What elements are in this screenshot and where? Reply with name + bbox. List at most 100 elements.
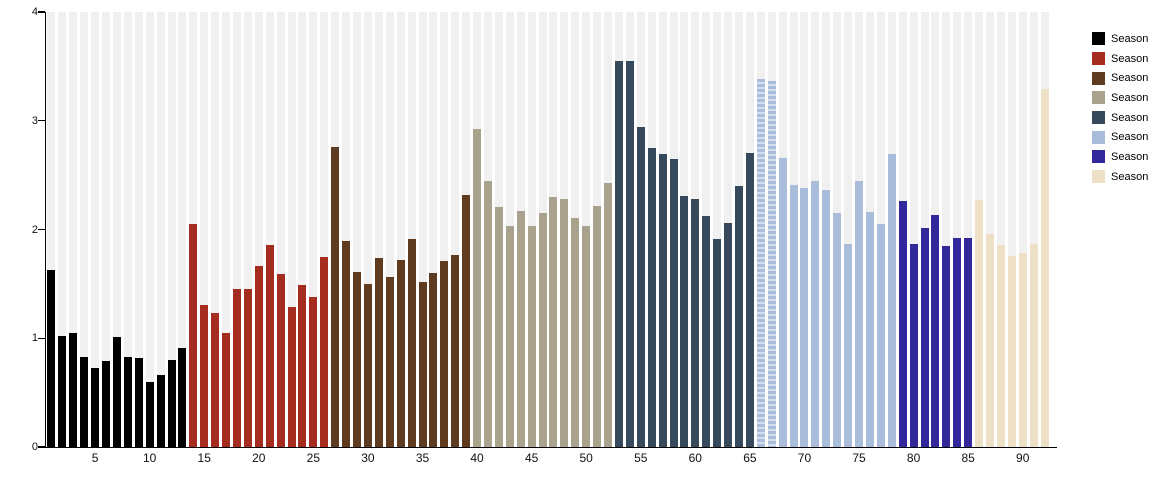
bar-background-stripe <box>80 12 89 447</box>
bar-background-stripe <box>243 12 252 447</box>
legend-label: Season 3 <box>1111 72 1151 85</box>
legend-color-swatch <box>1092 52 1105 66</box>
episode-bar <box>123 356 132 447</box>
bar-background-stripe <box>1018 12 1027 447</box>
episode-bar <box>1007 255 1016 447</box>
legend-color-swatch <box>1092 71 1105 85</box>
episode-bar <box>516 211 525 447</box>
episode-bar <box>47 269 56 447</box>
bar-background-stripe <box>123 12 132 447</box>
bar-background-stripe <box>167 12 176 447</box>
episode-bar <box>527 226 536 447</box>
legend-item: Season 4 <box>1092 88 1151 108</box>
legend: Season 1 Season 2 Season 3 Season 4 Season 5… <box>1092 29 1151 187</box>
legend-label: Season 2 <box>1111 52 1151 65</box>
bar-background-stripe <box>342 12 351 447</box>
episode-bar <box>800 188 809 447</box>
bar-background-stripe <box>222 12 231 447</box>
bar-background-stripe <box>156 12 165 447</box>
episode-bar <box>898 201 907 447</box>
y-tick-mark <box>38 446 45 448</box>
x-tick-label: 65 <box>743 451 757 465</box>
bar-background-stripe <box>91 12 100 447</box>
episode-bar <box>855 180 864 447</box>
episode-bar <box>1040 89 1049 447</box>
episode-bar <box>756 79 765 447</box>
episode-bar <box>462 194 471 447</box>
legend-label: Season 1 <box>1111 32 1151 45</box>
bar-background-stripe <box>145 12 154 447</box>
bar-background-stripe <box>58 12 67 447</box>
bar-background-stripe <box>385 12 394 447</box>
episode-bar <box>985 233 994 447</box>
episode-bar <box>865 212 874 447</box>
episode-bar <box>407 239 416 447</box>
bar-background-stripe <box>1029 12 1038 447</box>
legend-color-swatch <box>1092 32 1105 46</box>
episode-bar <box>538 213 547 447</box>
episode-bar <box>724 222 733 447</box>
x-tick-label: 40 <box>470 451 484 465</box>
episode-bar <box>505 226 514 447</box>
bar-background-stripe <box>102 12 111 447</box>
episode-bar <box>636 127 645 447</box>
episode-bar <box>593 205 602 447</box>
episode-bar <box>680 195 689 447</box>
episode-bar <box>396 259 405 447</box>
bar-background-stripe <box>440 12 449 447</box>
bar-background-stripe <box>363 12 372 447</box>
episode-bar <box>604 182 613 447</box>
episode-bar <box>549 196 558 447</box>
y-tick-mark <box>38 11 45 13</box>
episode-bar <box>582 226 591 447</box>
legend-color-swatch <box>1092 130 1105 144</box>
legend-color-swatch <box>1092 111 1105 125</box>
bar-background-stripe <box>396 12 405 447</box>
x-tick-label: 25 <box>306 451 321 465</box>
x-tick-label: 30 <box>361 451 375 465</box>
bar-background-stripe <box>418 12 427 447</box>
bar-background-stripe <box>69 12 78 447</box>
x-tick-label: 85 <box>961 451 975 465</box>
episode-bar <box>243 289 252 447</box>
episode-bar <box>1029 243 1038 447</box>
episode-bar <box>658 154 667 447</box>
episode-bar <box>571 217 580 447</box>
bar-background-stripe <box>178 12 187 447</box>
episode-bar <box>145 381 154 447</box>
episode-bar <box>931 215 940 447</box>
bar-background-stripe <box>1007 12 1016 447</box>
episode-bar <box>734 186 743 447</box>
episode-bar <box>91 367 100 447</box>
x-tick-label: 35 <box>415 451 430 465</box>
y-tick-mark <box>38 337 45 339</box>
bar-background-stripe <box>964 12 973 447</box>
episode-bar <box>876 224 885 447</box>
x-tick-label: 70 <box>797 451 812 465</box>
episode-bar <box>647 147 656 447</box>
bar-background-stripe <box>844 12 853 447</box>
legend-item: Season 3 <box>1092 68 1151 88</box>
legend-label: Season 5 <box>1111 111 1151 124</box>
y-tick-label: 4 <box>31 6 38 18</box>
episode-bar <box>909 243 918 447</box>
legend-item: Season 2 <box>1092 49 1151 69</box>
bar-background-stripe <box>996 12 1005 447</box>
bar-background-stripe <box>309 12 318 447</box>
legend-item: Season 5 <box>1092 108 1151 128</box>
bar-background-stripe <box>112 12 121 447</box>
episode-bar <box>374 257 383 447</box>
bar-background-stripe <box>429 12 438 447</box>
y-tick-mark <box>38 120 45 122</box>
episode-bar <box>789 184 798 447</box>
legend-label: Season 7A <box>1111 150 1151 163</box>
episode-bar <box>887 154 896 447</box>
episode-bar <box>222 332 231 447</box>
bar-background-stripe <box>298 12 307 447</box>
bar-background-stripe <box>200 12 209 447</box>
episode-bar <box>451 254 460 447</box>
x-tick-label: 45 <box>524 451 539 465</box>
episode-bar <box>167 360 176 447</box>
episode-bar <box>254 266 263 447</box>
episode-bar <box>80 356 89 447</box>
